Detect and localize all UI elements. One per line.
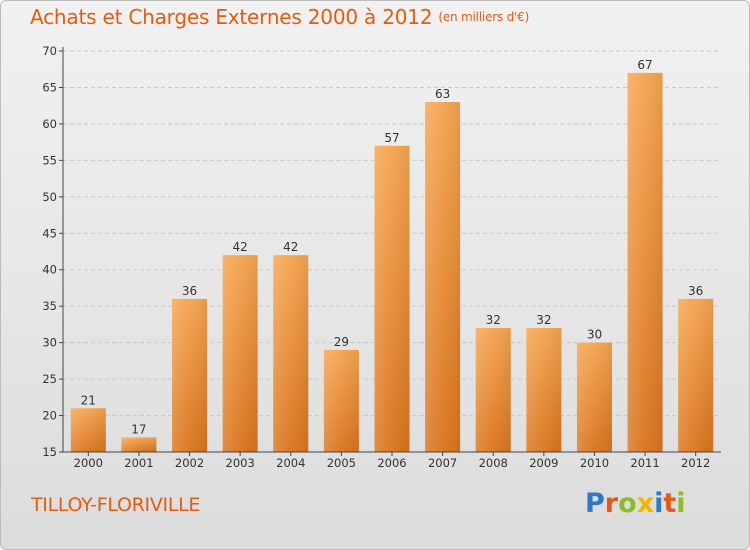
bar-value-label: 21 — [81, 393, 96, 407]
x-tick-label: 2005 — [327, 456, 356, 470]
x-tick-label: 2012 — [681, 456, 710, 470]
y-tick-label: 35 — [42, 299, 57, 313]
logo-letter: i — [676, 488, 686, 519]
y-tick-label: 15 — [42, 445, 57, 459]
y-tick-label: 70 — [42, 44, 57, 58]
logo-letter: i — [654, 488, 664, 519]
x-tick-label: 2003 — [226, 456, 255, 470]
bar-value-label: 36 — [688, 284, 703, 298]
y-tick-label: 50 — [42, 190, 57, 204]
x-tick-label: 2004 — [276, 456, 305, 470]
y-tick-label: 25 — [42, 372, 57, 386]
bar-value-label: 36 — [182, 284, 197, 298]
y-tick-label: 65 — [42, 80, 57, 94]
x-tick-label: 2007 — [428, 456, 457, 470]
bar-value-label: 32 — [486, 313, 501, 327]
x-tick-label: 2006 — [377, 456, 406, 470]
bar-highlight — [475, 328, 511, 452]
x-tick-label: 2002 — [175, 456, 204, 470]
y-tick-label: 45 — [42, 226, 57, 240]
axis-layer: 15 20 25 30 35 40 45 50 55 60 65 70 2000 2001 2002 2003… — [42, 44, 721, 470]
x-tick-label: 2009 — [529, 456, 558, 470]
bar-value-label: 32 — [536, 313, 551, 327]
chart-title: Achats et Charges Externes 2000 à 2012 (e… — [30, 5, 529, 29]
chart-title-text: Achats et Charges Externes 2000 à 2012 — [30, 5, 433, 29]
x-tick-label: 2000 — [74, 456, 103, 470]
bar-highlight — [121, 437, 157, 452]
logo-letter: o — [618, 488, 637, 519]
y-tick-label: 30 — [42, 336, 57, 350]
bar-value-label: 30 — [587, 328, 602, 342]
x-tick-label: 2001 — [124, 456, 153, 470]
logo-letter: P — [585, 488, 605, 519]
logo-letter: t — [663, 488, 677, 519]
bar-highlight — [374, 145, 410, 453]
x-tick-label: 2008 — [479, 456, 508, 470]
logo-letter: x — [636, 488, 655, 519]
bar-highlight — [576, 342, 612, 452]
x-tick-label: 2011 — [630, 456, 659, 470]
bar-value-label: 67 — [637, 58, 652, 72]
bar-value-label: 17 — [131, 422, 146, 436]
bar-highlight — [172, 298, 208, 452]
bar-value-label: 63 — [435, 87, 450, 101]
x-tick-label: 2010 — [580, 456, 609, 470]
logo-letter: r — [604, 488, 619, 519]
y-tick-label: 60 — [42, 117, 57, 131]
bar-value-label: 42 — [283, 240, 298, 254]
y-tick-label: 55 — [42, 153, 57, 167]
bar-value-label: 42 — [233, 240, 248, 254]
bar-highlight — [273, 255, 309, 452]
y-tick-label: 20 — [42, 409, 57, 423]
bar-value-label: 57 — [384, 131, 399, 145]
bar-highlight — [627, 72, 663, 452]
proxiti-logo[interactable]: Proxiti — [585, 488, 686, 519]
bar-layer: 21 17 36 42 42 29 57 63 32 32 30 67 36 — [70, 58, 714, 453]
bar-highlight — [323, 349, 359, 452]
bar-highlight — [70, 408, 106, 452]
bar-highlight — [526, 328, 562, 452]
chart-unit: (en milliers d'€) — [438, 10, 530, 24]
bar-highlight — [425, 102, 461, 452]
bar-highlight — [678, 298, 714, 452]
y-tick-label: 40 — [42, 263, 57, 277]
bar-highlight — [222, 255, 258, 452]
commune-name: TILLOY-FLORIVILLE — [31, 494, 201, 516]
bar-value-label: 29 — [334, 335, 349, 349]
